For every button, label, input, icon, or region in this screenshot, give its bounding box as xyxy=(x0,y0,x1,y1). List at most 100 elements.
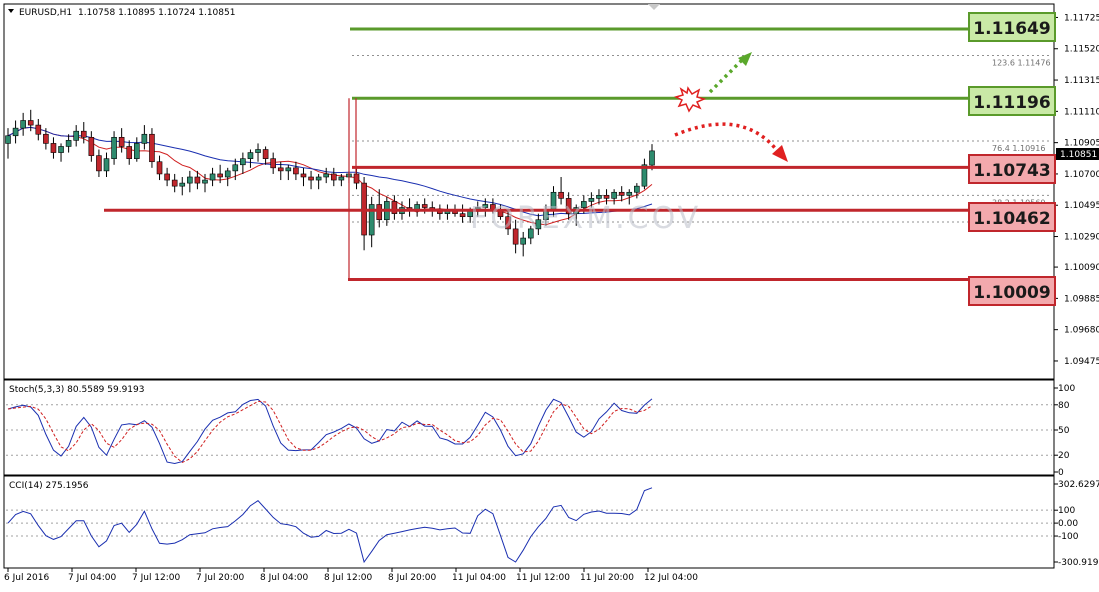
candle-body xyxy=(103,158,110,172)
candle-body xyxy=(224,170,231,178)
fib-label: 76.4 1.10916 xyxy=(992,144,1045,153)
breakout-burst-icon xyxy=(673,86,707,113)
stoch-tick-label: 80 xyxy=(1058,401,1070,411)
candle-body xyxy=(27,120,34,126)
candle-body xyxy=(505,216,511,230)
candle-body xyxy=(156,161,163,175)
candle-body xyxy=(368,204,375,236)
level-value: 1.10009 xyxy=(973,283,1051,303)
symbol-dropdown-icon[interactable] xyxy=(8,9,14,13)
level-box-3[interactable]: 1.10743 xyxy=(968,154,1056,184)
time-tick-label: 8 Jul 04:00 xyxy=(260,573,309,583)
candle-body xyxy=(187,176,193,184)
stoch-tick-label: 20 xyxy=(1058,451,1070,461)
candle-body xyxy=(111,137,117,159)
candle-body xyxy=(270,158,276,169)
price-panel-frame xyxy=(3,3,1055,380)
candle-body xyxy=(512,228,519,245)
level-box-1[interactable]: 1.11649 xyxy=(968,12,1056,42)
candle-body xyxy=(35,124,42,135)
bearish-arrowhead-icon xyxy=(772,145,788,162)
bearish-arrow xyxy=(674,122,777,150)
candle-body xyxy=(376,204,383,221)
stoch-signal-line xyxy=(7,400,653,463)
candle-body xyxy=(581,201,587,208)
price-tick-label: 1.09475 xyxy=(1064,357,1099,367)
level-box-2[interactable]: 1.11196 xyxy=(968,86,1056,116)
current-price-text: 1.10851 xyxy=(1060,150,1097,160)
cci-tick-label: 0.00 xyxy=(1058,519,1078,529)
level-value: 1.10462 xyxy=(973,209,1051,229)
cci-tick-label: -300.9197 xyxy=(1058,558,1099,568)
price-tick-label: 1.11315 xyxy=(1064,76,1099,86)
level-value: 1.10743 xyxy=(973,161,1051,181)
candle-body xyxy=(527,228,534,239)
price-tick-label: 1.09885 xyxy=(1064,294,1099,304)
time-tick-label: 7 Jul 12:00 xyxy=(132,573,181,583)
price-tick-label: 1.11725 xyxy=(1064,13,1099,23)
candle-body xyxy=(209,173,216,181)
price-tick-label: 1.10495 xyxy=(1064,201,1099,211)
candle-body xyxy=(12,127,19,137)
candle-body xyxy=(171,179,178,187)
candle-body xyxy=(611,191,617,199)
cci-label: CCI(14) 275.1956 xyxy=(9,481,89,491)
chart-shift-marker[interactable] xyxy=(648,4,660,10)
candle-body xyxy=(80,130,87,138)
candle-body xyxy=(353,173,360,184)
candle-body xyxy=(626,191,633,196)
bullish-arrowhead-icon xyxy=(738,52,752,66)
candle-body xyxy=(232,164,239,172)
price-axis: 1.11725 1.11520 1.11315 1.11110 1.10905 1.107… xyxy=(1054,13,1099,367)
candle-body xyxy=(240,158,246,166)
level-lines xyxy=(104,27,968,281)
candle-body xyxy=(596,195,602,199)
candle-body xyxy=(73,130,79,141)
level-box-5[interactable]: 1.10009 xyxy=(968,276,1056,306)
candle-body xyxy=(5,135,11,144)
candle-body xyxy=(277,167,284,172)
candle-body xyxy=(618,191,625,196)
candle-body xyxy=(58,146,64,153)
price-tick-label: 1.10290 xyxy=(1064,233,1099,243)
candle-body xyxy=(588,198,595,202)
candle-body xyxy=(308,176,314,181)
price-tick-label: 1.09680 xyxy=(1064,326,1099,336)
candle-body xyxy=(202,179,208,184)
candle-body xyxy=(338,176,345,181)
fib-label: 123.6 1.11476 xyxy=(992,58,1051,67)
price-tick-label: 1.10905 xyxy=(1064,139,1099,149)
candle-body xyxy=(96,155,102,172)
current-price-tag xyxy=(1056,148,1099,160)
candle-body xyxy=(255,149,261,153)
time-tick-label: 11 Jul 04:00 xyxy=(452,573,506,583)
time-tick-label: 8 Jul 20:00 xyxy=(388,573,437,583)
candle-body xyxy=(134,143,140,159)
level-box-4[interactable]: 1.10462 xyxy=(968,202,1056,232)
candle-body xyxy=(482,204,489,208)
candle-body xyxy=(558,191,564,199)
stoch-panel-frame xyxy=(3,379,1055,476)
candle-body xyxy=(565,198,572,214)
candle-body xyxy=(194,176,201,184)
candle-body xyxy=(247,152,254,159)
cci-line xyxy=(7,487,653,564)
level-value: 1.11196 xyxy=(973,93,1051,113)
time-tick-label: 6 Jul 2016 xyxy=(4,573,49,583)
candle-body xyxy=(520,237,527,245)
candle-body xyxy=(285,167,292,172)
cci-tick-label: 302.6297 xyxy=(1058,480,1099,490)
oscillators: 100 80 50 20 0 302.6297 100 0.00 -100 -300.9197 xyxy=(6,384,1099,568)
candle-body xyxy=(50,143,57,153)
time-tick-label: 11 Jul 12:00 xyxy=(516,573,570,583)
candle-body xyxy=(535,219,542,230)
candle-body xyxy=(323,173,330,178)
level-value: 1.11649 xyxy=(973,19,1051,39)
candle-body xyxy=(20,120,26,129)
price-tick-label: 1.10090 xyxy=(1064,263,1099,273)
candle-body xyxy=(641,164,648,187)
candle-body xyxy=(634,185,640,193)
cci-tick-label: -100 xyxy=(1058,532,1079,542)
